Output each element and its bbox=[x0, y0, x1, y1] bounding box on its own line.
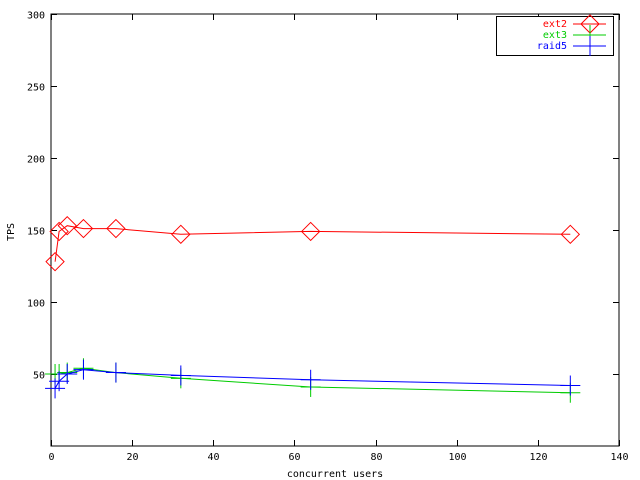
legend-label-ext3: ext3 bbox=[543, 30, 567, 41]
y-tick-label: 250 bbox=[27, 83, 45, 94]
point-raid5 bbox=[45, 378, 66, 399]
series-line-raid5 bbox=[54, 369, 571, 389]
point-raid5 bbox=[73, 359, 94, 380]
x-tick-label: 40 bbox=[207, 452, 219, 463]
plot-area bbox=[45, 215, 581, 403]
point-ext2 bbox=[49, 221, 69, 242]
x-tick-label: 140 bbox=[610, 452, 628, 463]
axes: 0 20 40 60 80 100 120 140 50 100 150 200 250 300 bbox=[27, 11, 629, 464]
point-ext2 bbox=[171, 224, 191, 245]
y-tick-label: 150 bbox=[27, 227, 45, 238]
legend-marker-raid5 bbox=[580, 36, 600, 56]
y-axis-label: TPS bbox=[6, 223, 17, 241]
point-raid5 bbox=[170, 365, 191, 386]
point-raid5 bbox=[57, 364, 78, 384]
series-ext2 bbox=[45, 215, 581, 272]
legend-frame bbox=[496, 16, 614, 56]
point-ext2 bbox=[57, 215, 77, 236]
point-ext2 bbox=[106, 218, 126, 239]
y-tick-label: 300 bbox=[27, 11, 45, 22]
legend-label-raid5: raid5 bbox=[537, 41, 567, 52]
x-axis-label: concurrent users bbox=[287, 469, 383, 480]
x-tick-label: 20 bbox=[126, 452, 138, 463]
series-line-ext2 bbox=[54, 225, 571, 262]
x-tick-label: 100 bbox=[448, 452, 466, 463]
x-tick-label: 0 bbox=[48, 452, 54, 463]
legend-label-ext2: ext2 bbox=[543, 19, 567, 30]
point-ext2 bbox=[300, 221, 321, 242]
point-raid5 bbox=[300, 369, 321, 390]
point-ext2 bbox=[560, 224, 581, 245]
x-tick-label: 60 bbox=[288, 452, 300, 463]
point-raid5 bbox=[49, 371, 70, 392]
y-tick-label: 100 bbox=[27, 299, 45, 310]
point-ext2 bbox=[45, 251, 65, 272]
point-raid5 bbox=[560, 375, 581, 396]
point-raid5 bbox=[105, 362, 126, 383]
x-tick-label: 80 bbox=[370, 452, 382, 463]
series-raid5 bbox=[45, 359, 581, 399]
y-tick-label: 200 bbox=[27, 155, 45, 166]
x-tick-label: 120 bbox=[529, 452, 547, 463]
y-tick-label: 50 bbox=[33, 371, 45, 382]
point-ext2 bbox=[73, 218, 94, 239]
